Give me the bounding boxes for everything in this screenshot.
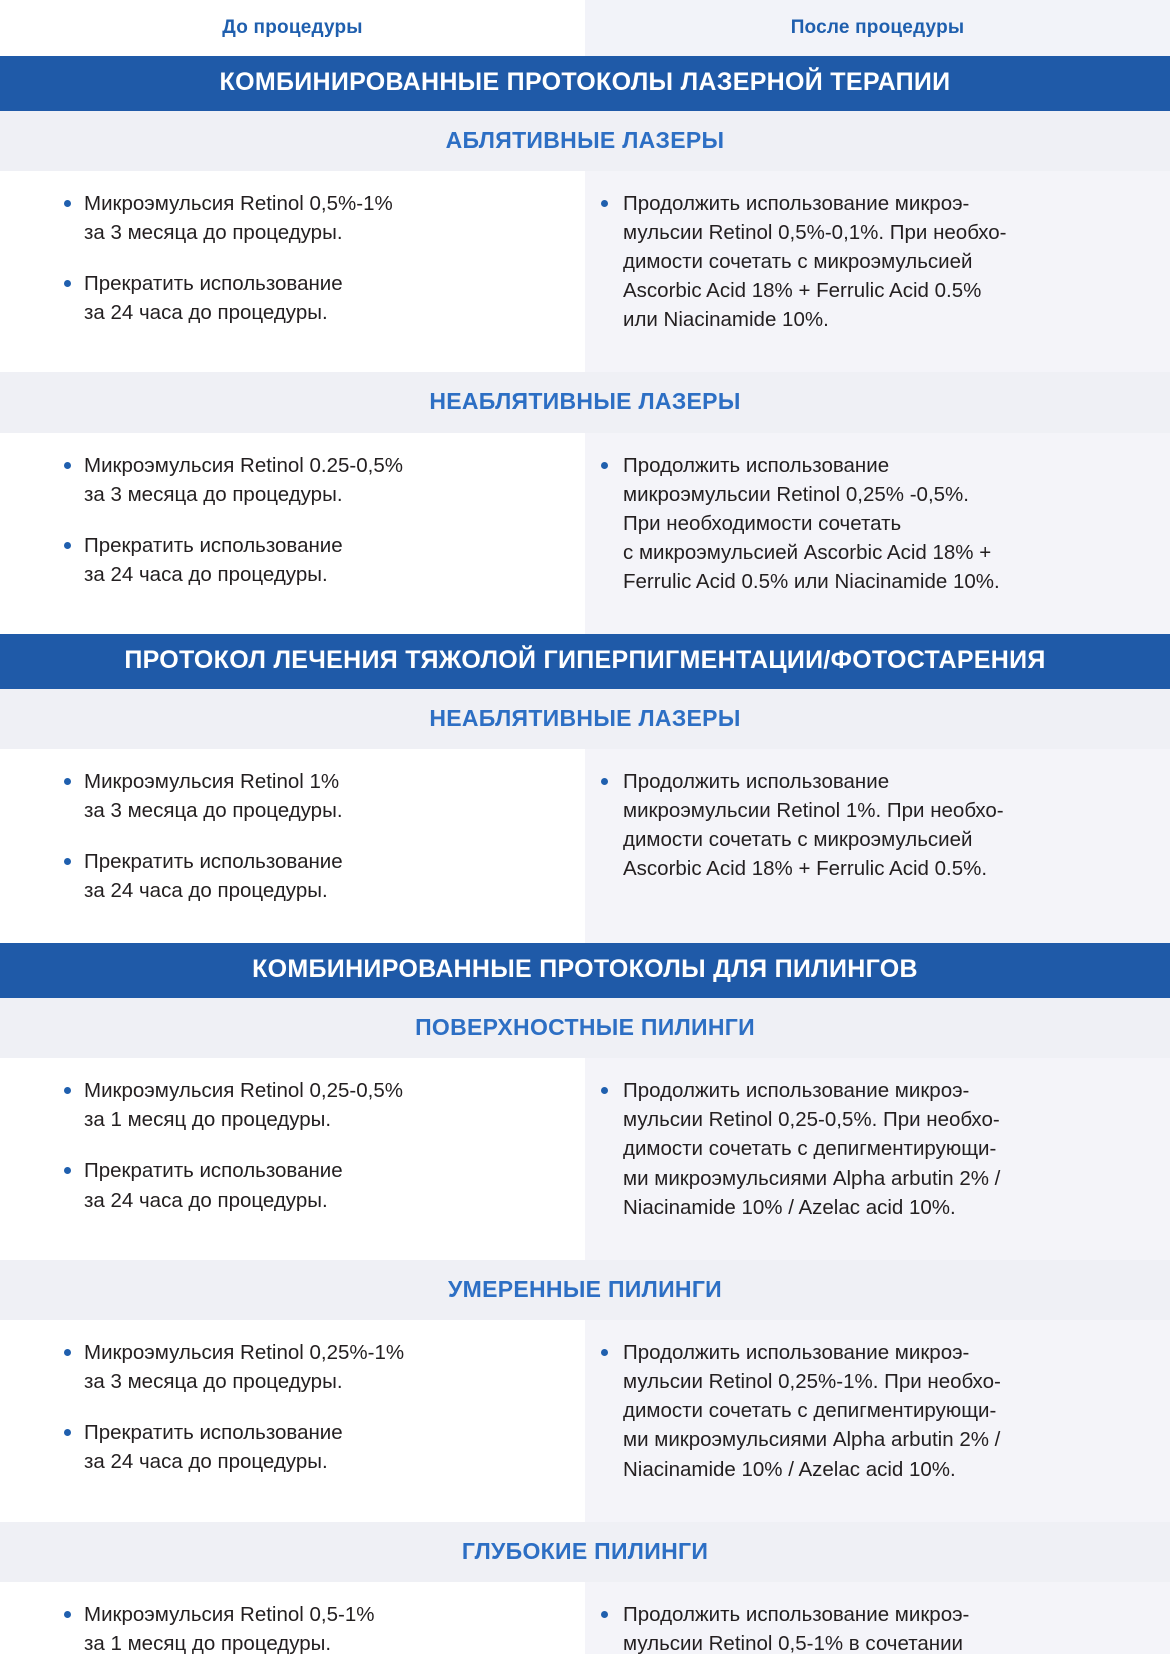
group-content-row: Микроэмульсия Retinol 0,25-0,5% за 1 мес… <box>0 1058 1170 1242</box>
group-subheader: УМЕРЕННЫЕ ПИЛИНГИ <box>0 1259 1170 1321</box>
row-spacer-left <box>0 354 585 373</box>
row-spacer-right <box>585 616 1170 635</box>
bullet-item: Продолжить использование микроэмульсии R… <box>599 767 1140 883</box>
bullet-item: Микроэмульсия Retinol 0,25%-1% за 3 меся… <box>62 1338 561 1396</box>
bullet-list: Продолжить использование микроэ- мульсии… <box>599 1076 1140 1222</box>
bullet-list: Микроэмульсия Retinol 0.25-0,5% за 3 мес… <box>62 451 561 589</box>
bullet-item: Прекратить использование за 24 часа до п… <box>62 1418 561 1476</box>
bullet-item: Прекратить использование за 24 часа до п… <box>62 1156 561 1214</box>
row-spacer-right <box>585 1503 1170 1522</box>
row-spacer-right <box>585 1241 1170 1260</box>
group-content-row: Микроэмульсия Retinol 0,25%-1% за 3 меся… <box>0 1320 1170 1504</box>
group-content-row: Микроэмульсия Retinol 0,5%-1% за 3 месяц… <box>0 170 1170 355</box>
section-banner: ПРОТОКОЛ ЛЕЧЕНИЯ ТЯЖОЛОЙ ГИПЕРПИГМЕНТАЦИ… <box>0 634 1170 689</box>
row-spacer-right <box>585 925 1170 944</box>
after-cell: Продолжить использование микроэмульсии R… <box>585 748 1170 926</box>
column-headers: До процедуры После процедуры <box>0 0 1170 56</box>
bullet-list: Продолжить использование микроэ- мульсии… <box>599 189 1140 335</box>
group-content-row: Микроэмульсия Retinol 0.25-0,5% за 3 мес… <box>0 432 1170 617</box>
column-header-before-label: До процедуры <box>222 17 363 38</box>
bullet-list: Микроэмульсия Retinol 0,5-1% за 1 месяц … <box>62 1600 561 1654</box>
bullet-item: Продолжить использование микроэ- мульсии… <box>599 1076 1140 1222</box>
bullet-list: Микроэмульсия Retinol 1% за 3 месяца до … <box>62 767 561 905</box>
bullet-list: Продолжить использование микроэмульсии R… <box>599 767 1140 883</box>
row-spacer-left <box>0 925 585 944</box>
bullet-item: Микроэмульсия Retinol 1% за 3 месяца до … <box>62 767 561 825</box>
row-spacer-left <box>0 1241 585 1260</box>
after-cell: Продолжить использование микроэ- мульсии… <box>585 1058 1170 1242</box>
bullet-item: Продолжить использование микроэ- мульсии… <box>599 1600 1140 1654</box>
bullet-item: Продолжить использование микроэ- мульсии… <box>599 1338 1140 1484</box>
row-spacer-left <box>0 1503 585 1522</box>
group-content-row: Микроэмульсия Retinol 0,5-1% за 1 месяц … <box>0 1581 1170 1654</box>
row-spacer-left <box>0 616 585 635</box>
bullet-item: Микроэмульсия Retinol 0,5%-1% за 3 месяц… <box>62 189 561 247</box>
before-cell: Микроэмульсия Retinol 0,25%-1% за 3 меся… <box>0 1320 585 1504</box>
group-subheader: ГЛУБОКИЕ ПИЛИНГИ <box>0 1521 1170 1582</box>
after-cell: Продолжить использование микроэ- мульсии… <box>585 1581 1170 1654</box>
after-cell: Продолжить использование микроэ- мульсии… <box>585 1320 1170 1504</box>
bullet-item: Микроэмульсия Retinol 0,25-0,5% за 1 мес… <box>62 1076 561 1134</box>
bullet-item: Продолжить использование микроэмульсии R… <box>599 451 1140 597</box>
group-content-row: Микроэмульсия Retinol 1% за 3 месяца до … <box>0 748 1170 926</box>
before-cell: Микроэмульсия Retinol 0.25-0,5% за 3 мес… <box>0 432 585 617</box>
column-header-after: После процедуры <box>585 0 1170 56</box>
before-cell: Микроэмульсия Retinol 1% за 3 месяца до … <box>0 748 585 926</box>
before-cell: Микроэмульсия Retinol 0,25-0,5% за 1 мес… <box>0 1058 585 1242</box>
bullet-item: Микроэмульсия Retinol 0,5-1% за 1 месяц … <box>62 1600 561 1654</box>
group-subheader: НЕАБЛЯТИВНЫЕ ЛАЗЕРЫ <box>0 688 1170 749</box>
column-header-after-label: После процедуры <box>790 17 965 38</box>
bullet-list: Микроэмульсия Retinol 0,5%-1% за 3 месяц… <box>62 189 561 327</box>
before-cell: Микроэмульсия Retinol 0,5%-1% за 3 месяц… <box>0 170 585 355</box>
row-spacer <box>0 925 1170 944</box>
bullet-item: Прекратить использование за 24 часа до п… <box>62 531 561 589</box>
bullet-item: Микроэмульсия Retinol 0.25-0,5% за 3 мес… <box>62 451 561 509</box>
row-spacer <box>0 616 1170 635</box>
bullet-list: Продолжить использование микроэмульсии R… <box>599 451 1140 597</box>
row-spacer <box>0 1241 1170 1260</box>
group-subheader: НЕАБЛЯТИВНЫЕ ЛАЗЕРЫ <box>0 372 1170 433</box>
section-banner: КОМБИНИРОВАННЫЕ ПРОТОКОЛЫ ЛАЗЕРНОЙ ТЕРАП… <box>0 56 1170 111</box>
column-header-before: До процедуры <box>0 0 585 56</box>
before-cell: Микроэмульсия Retinol 0,5-1% за 1 месяц … <box>0 1581 585 1654</box>
bullet-item: Продолжить использование микроэ- мульсии… <box>599 189 1140 335</box>
bullet-list: Микроэмульсия Retinol 0,25-0,5% за 1 мес… <box>62 1076 561 1214</box>
bullet-list: Продолжить использование микроэ- мульсии… <box>599 1600 1140 1654</box>
row-spacer <box>0 354 1170 373</box>
after-cell: Продолжить использование микроэмульсии R… <box>585 432 1170 617</box>
row-spacer-right <box>585 354 1170 373</box>
bullet-list: Продолжить использование микроэ- мульсии… <box>599 1338 1140 1484</box>
bullet-item: Прекратить использование за 24 часа до п… <box>62 847 561 905</box>
row-spacer <box>0 1503 1170 1522</box>
section-banner: КОМБИНИРОВАННЫЕ ПРОТОКОЛЫ ДЛЯ ПИЛИНГОВ <box>0 943 1170 998</box>
after-cell: Продолжить использование микроэ- мульсии… <box>585 170 1170 355</box>
bullet-item: Прекратить использование за 24 часа до п… <box>62 269 561 327</box>
bullet-list: Микроэмульсия Retinol 0,25%-1% за 3 меся… <box>62 1338 561 1476</box>
sections-container: КОМБИНИРОВАННЫЕ ПРОТОКОЛЫ ЛАЗЕРНОЙ ТЕРАП… <box>0 56 1170 1654</box>
group-subheader: ПОВЕРХНОСТНЫЕ ПИЛИНГИ <box>0 997 1170 1059</box>
group-subheader: АБЛЯТИВНЫЕ ЛАЗЕРЫ <box>0 110 1170 171</box>
